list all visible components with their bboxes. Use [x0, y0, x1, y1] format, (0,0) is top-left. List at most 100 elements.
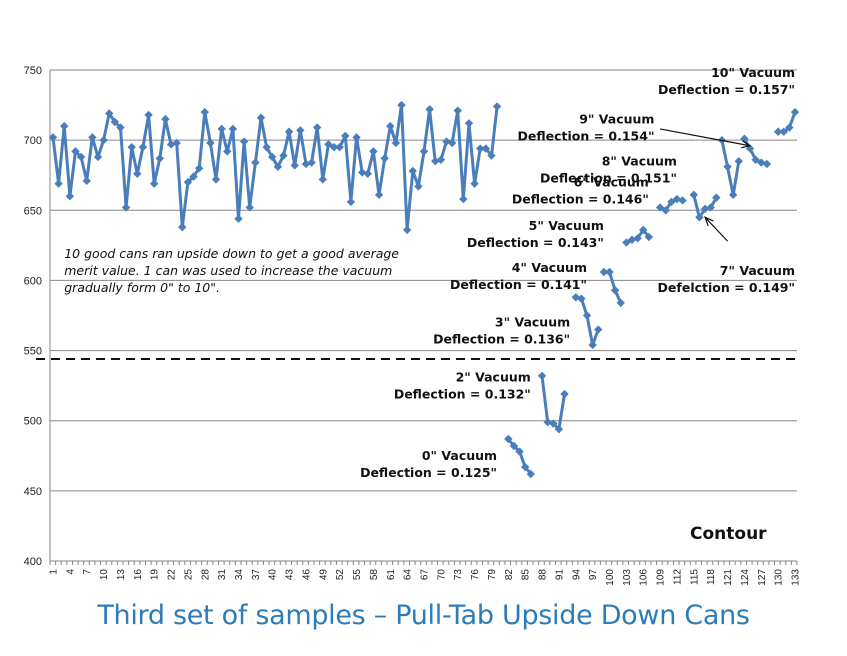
- x-tick-label: 10: [99, 569, 110, 581]
- data-point: [627, 235, 637, 244]
- data-point: [183, 178, 193, 187]
- x-tick-label: 94: [571, 569, 582, 581]
- data-point: [431, 156, 440, 166]
- x-tick-label: 55: [352, 569, 363, 581]
- x-tick-label: 34: [234, 569, 245, 581]
- x-tick-label: 106: [639, 569, 650, 586]
- x-tick-label: 88: [538, 569, 549, 581]
- data-point: [172, 138, 181, 148]
- data-point: [228, 124, 238, 134]
- annotation-vac-5: 5" Vacuum: [529, 218, 604, 233]
- data-point: [149, 179, 159, 188]
- data-point: [588, 340, 597, 350]
- x-tick-label: 133: [791, 569, 802, 586]
- annotation-vac-9: 9" Vacuum: [579, 111, 654, 126]
- x-tick-label: 118: [706, 569, 717, 585]
- data-point: [459, 194, 468, 204]
- y-tick-label: 550: [24, 346, 42, 358]
- annotation-note: 10 good cans ran upside down to get a go…: [64, 246, 399, 261]
- data-point: [667, 197, 676, 207]
- x-tick-label: 115: [689, 569, 700, 585]
- data-point: [762, 159, 772, 169]
- series-6-vacuum: [655, 194, 687, 215]
- data-point: [447, 138, 457, 148]
- x-tick-label: 76: [470, 569, 481, 581]
- annotation-vac-6: Deflection = 0.146": [512, 191, 649, 206]
- y-axis-ticks: 400 450 500 550 600 650 700 750: [24, 65, 42, 568]
- series-line: [575, 295, 600, 347]
- series-line: [603, 270, 623, 304]
- data-point: [549, 419, 558, 428]
- x-tick-label: 46: [301, 569, 312, 581]
- series-4-vacuum: [599, 267, 625, 308]
- data-point: [296, 126, 305, 135]
- data-point: [268, 152, 277, 162]
- data-point: [335, 142, 344, 152]
- y-tick-label: 700: [24, 135, 42, 147]
- data-point: [380, 154, 389, 163]
- data-point: [644, 232, 654, 242]
- x-tick-label: 64: [403, 569, 414, 581]
- data-point: [526, 469, 536, 479]
- annotation-vac-6: 6" Vacuum: [574, 174, 649, 189]
- series-0-vacuum: [504, 434, 536, 479]
- data-point: [144, 110, 153, 120]
- data-point: [560, 389, 569, 399]
- data-point: [723, 162, 732, 171]
- data-point: [88, 133, 97, 142]
- y-tick-label: 600: [24, 275, 42, 287]
- data-point: [105, 109, 114, 118]
- arrow-head-icon: [704, 216, 714, 226]
- data-point: [751, 155, 760, 164]
- data-point: [234, 214, 243, 223]
- data-point: [223, 147, 232, 156]
- data-point: [582, 311, 592, 320]
- series-7-vacuum: [689, 190, 721, 222]
- annotation-vac-4: 4" Vacuum: [512, 260, 587, 275]
- data-point: [127, 142, 136, 152]
- data-point: [481, 144, 491, 153]
- data-point: [76, 152, 86, 162]
- x-tick-label: 28: [200, 569, 211, 581]
- data-point: [217, 124, 226, 134]
- data-point: [599, 267, 609, 277]
- data-point: [211, 175, 221, 184]
- annotation-vac-10: Deflection = 0.157": [658, 82, 795, 97]
- data-point: [414, 182, 423, 191]
- data-point: [740, 134, 749, 143]
- data-point: [346, 197, 356, 207]
- data-point: [82, 176, 91, 186]
- data-point: [189, 172, 198, 181]
- data-point: [155, 154, 165, 163]
- data-point: [256, 113, 266, 122]
- series-2-vacuum: [537, 371, 569, 434]
- data-point: [672, 194, 682, 204]
- data-point: [779, 127, 788, 136]
- data-point: [790, 107, 800, 117]
- data-point: [194, 164, 204, 173]
- data-point: [605, 267, 614, 277]
- data-point: [99, 135, 108, 145]
- x-tick-label: 40: [268, 569, 279, 581]
- series-8-vacuum: [717, 135, 743, 200]
- data-point: [616, 298, 625, 308]
- x-tick-label: 22: [167, 569, 178, 581]
- x-tick-label: 130: [774, 569, 785, 586]
- series-line: [51, 103, 499, 232]
- x-tick-label: 103: [622, 569, 633, 586]
- data-point: [425, 105, 434, 114]
- data-point: [487, 151, 496, 160]
- data-point: [706, 203, 715, 212]
- data-point: [408, 166, 417, 176]
- series-3-vacuum: [571, 293, 603, 350]
- slide-title: Third set of samples – Pull-Tab Upside D…: [97, 600, 750, 631]
- data-point: [352, 133, 361, 142]
- data-point: [341, 131, 350, 141]
- annotation-vac-2: Deflection = 0.132": [394, 386, 531, 401]
- data-point: [200, 107, 209, 117]
- data-point: [543, 417, 552, 427]
- data-point: [785, 123, 794, 132]
- data-point: [610, 286, 620, 295]
- x-tick-label: 121: [723, 569, 734, 586]
- y-tick-label: 750: [24, 65, 42, 77]
